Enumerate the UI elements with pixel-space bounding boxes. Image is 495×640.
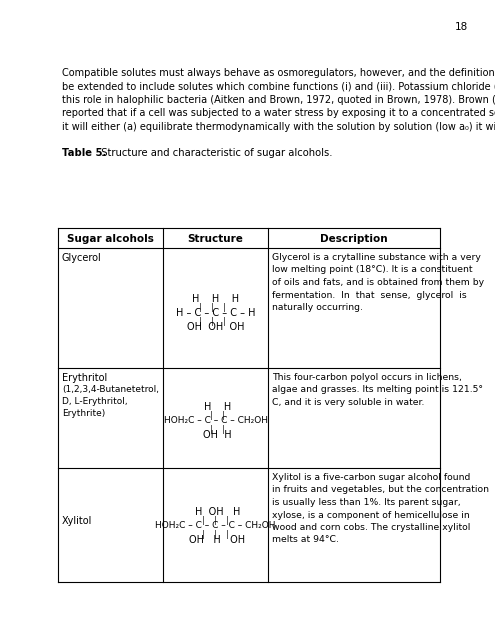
Text: H  OH   H: H OH H — [195, 507, 240, 517]
Text: OH  H: OH H — [203, 430, 232, 440]
Text: |    |    |: | | | — [199, 317, 226, 326]
Text: |    |: | | — [210, 411, 225, 420]
Text: is usually less than 1%. Its parent sugar,: is usually less than 1%. Its parent suga… — [272, 498, 461, 507]
Text: Table 5.: Table 5. — [62, 148, 106, 158]
Text: xylose, is a component of hemicellulose in: xylose, is a component of hemicellulose … — [272, 511, 470, 520]
Text: |    |: | | — [210, 425, 225, 434]
Text: this role in halophilic bacteria (Aitken and Brown, 1972, quoted in Brown, 1978): this role in halophilic bacteria (Aitken… — [62, 95, 495, 105]
Text: wood and corn cobs. The crystalline xylitol: wood and corn cobs. The crystalline xyli… — [272, 523, 470, 532]
Text: Erythrite): Erythrite) — [62, 409, 105, 418]
Text: Structure and characteristic of sugar alcohols.: Structure and characteristic of sugar al… — [95, 148, 333, 158]
Text: Erythritol: Erythritol — [62, 373, 107, 383]
Text: |    |    |: | | | — [202, 530, 229, 539]
Text: it will either (a) equilibrate thermodynamically with the solution by solution (: it will either (a) equilibrate thermodyn… — [62, 122, 495, 132]
Text: be extended to include solutes which combine functions (i) and (iii). Potassium : be extended to include solutes which com… — [62, 81, 495, 92]
Text: Glycerol: Glycerol — [62, 253, 102, 263]
Text: H – C – C – C – H: H – C – C – C – H — [176, 308, 255, 318]
Text: |    |    |: | | | — [202, 516, 229, 525]
Text: in fruits and vegetables, but the concentration: in fruits and vegetables, but the concen… — [272, 486, 489, 495]
Text: of oils and fats, and is obtained from them by: of oils and fats, and is obtained from t… — [272, 278, 484, 287]
Text: |    |    |: | | | — [199, 303, 226, 312]
Text: Xylitol is a five-carbon sugar alcohol found: Xylitol is a five-carbon sugar alcohol f… — [272, 473, 470, 482]
Text: melts at 94°C.: melts at 94°C. — [272, 536, 339, 545]
Text: fermentation.  In  that  sense,  glycerol  is: fermentation. In that sense, glycerol is — [272, 291, 467, 300]
Text: OH  OH  OH: OH OH OH — [187, 322, 244, 332]
Text: reported that if a cell was subjected to a water stress by exposing it to a conc: reported that if a cell was subjected to… — [62, 109, 495, 118]
Text: (1,2,3,4-Butanetetrol,: (1,2,3,4-Butanetetrol, — [62, 385, 159, 394]
Text: C, and it is very soluble in water.: C, and it is very soluble in water. — [272, 398, 424, 407]
Text: Description: Description — [320, 234, 388, 244]
Text: D, L-Erythritol,: D, L-Erythritol, — [62, 397, 128, 406]
Text: 18: 18 — [455, 22, 468, 32]
Text: H    H    H: H H H — [192, 294, 239, 304]
Text: H    H: H H — [204, 402, 231, 412]
Text: This four-carbon polyol occurs in lichens,: This four-carbon polyol occurs in lichen… — [272, 373, 462, 382]
Text: OH   H   OH: OH H OH — [190, 535, 246, 545]
Text: Structure: Structure — [188, 234, 244, 244]
Text: algae and grasses. Its melting point is 121.5°: algae and grasses. Its melting point is … — [272, 385, 483, 394]
Text: naturally occurring.: naturally occurring. — [272, 303, 363, 312]
Text: HOH₂C – C – C – C – CH₂OH: HOH₂C – C – C – C – CH₂OH — [155, 521, 276, 530]
Text: Glycerol is a crytalline substance with a very: Glycerol is a crytalline substance with … — [272, 253, 481, 262]
Text: HOH₂C – C – C – CH₂OH: HOH₂C – C – C – CH₂OH — [163, 416, 267, 425]
Text: Compatible solutes must always behave as osmoregulators, however, and the defini: Compatible solutes must always behave as… — [62, 68, 495, 78]
Text: low melting point (18°C). It is a constituent: low melting point (18°C). It is a consti… — [272, 266, 473, 275]
Text: Xylitol: Xylitol — [62, 516, 93, 526]
Text: Sugar alcohols: Sugar alcohols — [67, 234, 154, 244]
